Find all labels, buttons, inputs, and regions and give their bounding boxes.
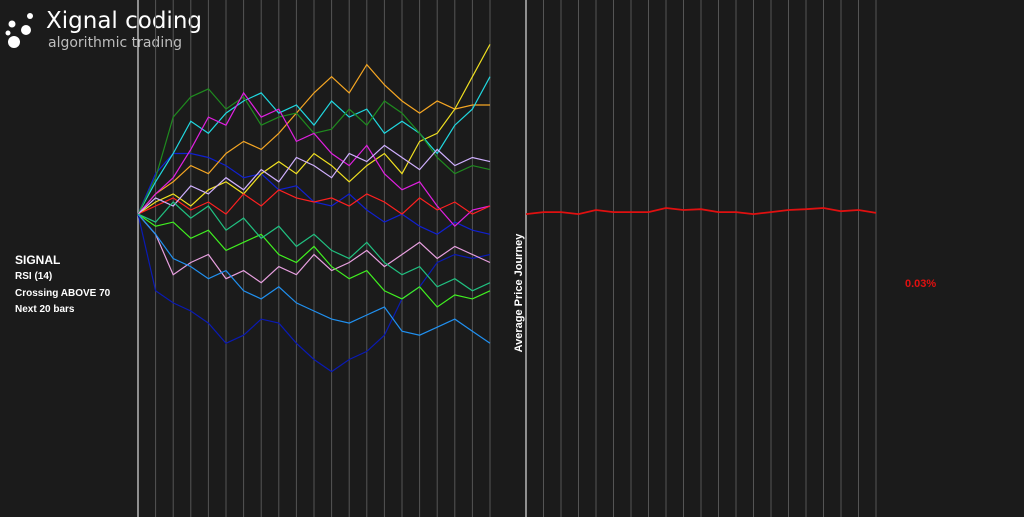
charts: 0.03% bbox=[137, 0, 936, 517]
chart-title: Average Price Journey bbox=[513, 233, 525, 353]
signal-line: Next 20 bars bbox=[15, 304, 75, 315]
logo-title: Xignal coding bbox=[46, 8, 202, 34]
signal-heading: SIGNAL bbox=[15, 253, 60, 267]
value-label: 0.03% bbox=[905, 278, 936, 290]
series-line bbox=[137, 91, 491, 228]
series-line bbox=[137, 44, 491, 215]
series-line bbox=[137, 213, 491, 344]
series-line bbox=[137, 144, 491, 215]
logo-subtitle: algorithmic trading bbox=[48, 35, 182, 51]
logo-icon bbox=[5, 13, 33, 48]
signal-line: RSI (14) bbox=[15, 271, 52, 282]
signal-line: Crossing ABOVE 70 bbox=[15, 288, 111, 299]
series-line bbox=[525, 207, 877, 216]
series-line bbox=[137, 213, 491, 308]
series-line bbox=[137, 63, 490, 215]
series-line bbox=[137, 201, 491, 292]
series-line bbox=[137, 213, 491, 284]
series-line bbox=[137, 76, 491, 215]
series-line bbox=[137, 189, 491, 215]
series-line bbox=[137, 213, 491, 373]
